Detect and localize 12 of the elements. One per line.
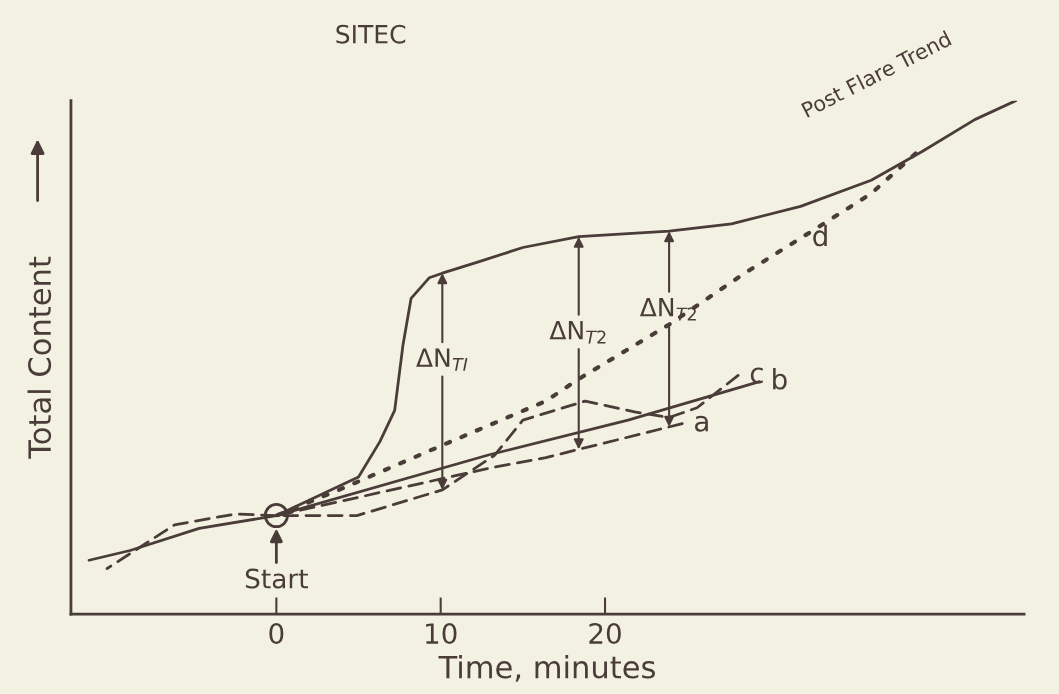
- annotation: ΔN$_{TI}$: [416, 348, 468, 371]
- annotation: b: [773, 368, 787, 390]
- x-tick-label: 10: [426, 623, 457, 645]
- chart-title: SITEC: [336, 24, 406, 44]
- x-tick-label: 20: [589, 623, 621, 645]
- x-axis-title: Time, minutes: [438, 654, 655, 682]
- x-tick-label: 0: [269, 623, 284, 645]
- y-axis-title: Total Content: [27, 256, 52, 459]
- annotation: Start: [245, 568, 308, 589]
- annotation: ΔN$_{T2}$: [549, 321, 606, 344]
- annotation: a: [695, 415, 708, 432]
- annotation: d: [813, 224, 827, 247]
